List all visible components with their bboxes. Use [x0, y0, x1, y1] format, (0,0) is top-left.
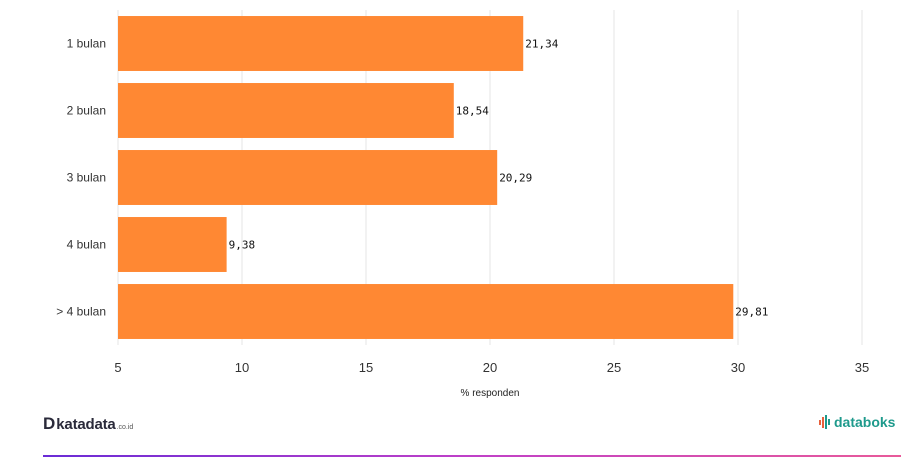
databoks-logo: databoks [819, 414, 895, 430]
x-tick-label: 35 [855, 360, 869, 375]
data-labels: 21,34 18,54 20,29 9,38 29,81 [229, 38, 769, 319]
x-tick-label: 15 [359, 360, 373, 375]
x-tick-label: 10 [235, 360, 249, 375]
katadata-wordmark: katadata [56, 416, 116, 433]
x-tick-label: 20 [483, 360, 497, 375]
katadata-logo: D katadata .co.id [43, 414, 133, 434]
data-label: 21,34 [525, 38, 558, 51]
data-label: 29,81 [735, 306, 768, 319]
x-tick-label: 30 [731, 360, 745, 375]
category-label: 1 bulan [67, 37, 106, 51]
bars [118, 16, 734, 339]
katadata-mark: D [43, 414, 56, 433]
bar-chart: 1 bulan 2 bulan 3 bulan 4 bulan > 4 bulan 21… [56, 10, 869, 399]
category-label: 4 bulan [67, 238, 106, 252]
bar [118, 284, 734, 339]
data-label: 9,38 [229, 239, 256, 252]
x-tick-label: 25 [607, 360, 621, 375]
katadata-domain: .co.id [116, 424, 134, 431]
bar [118, 150, 498, 205]
footer-divider [43, 455, 901, 457]
databoks-wordmark: databoks [834, 414, 896, 430]
category-label: 2 bulan [67, 104, 106, 118]
category-label: 3 bulan [67, 171, 106, 185]
data-label: 20,29 [499, 172, 532, 185]
category-labels: 1 bulan 2 bulan 3 bulan 4 bulan > 4 bulan [56, 37, 106, 319]
x-axis-title: % responden [461, 388, 520, 399]
category-label: > 4 bulan [56, 305, 106, 319]
databoks-signal-icon [819, 415, 830, 429]
footer: D katadata .co.id databoks [0, 400, 916, 461]
x-tick-labels: 5 10 15 20 25 30 35 [114, 360, 869, 375]
data-label: 18,54 [456, 105, 489, 118]
bar [118, 16, 524, 71]
x-tick-label: 5 [114, 360, 121, 375]
bar [118, 217, 227, 272]
bar [118, 83, 454, 138]
